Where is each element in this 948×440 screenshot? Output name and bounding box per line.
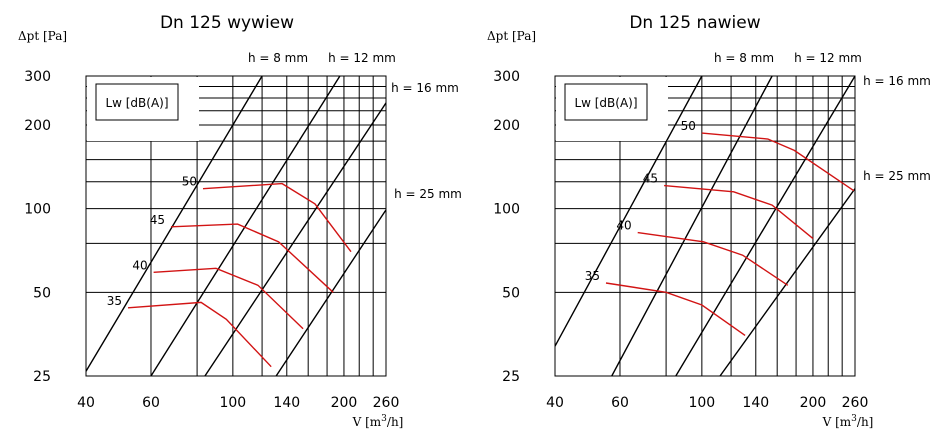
chart-wywiew: Lw [dB(A)] h = 8 mm h = 12 mm h = 16 mm h = … (18, 13, 462, 429)
y-tick-label: 100 (493, 202, 520, 218)
sound-series-label-50: 50 (182, 175, 197, 189)
damper-label-2: h = 12 mm (794, 51, 862, 65)
y-tick-label: 50 (33, 285, 51, 301)
damper-line-3 (675, 76, 855, 376)
damper-line-2 (150, 76, 341, 376)
x-tick-label: 60 (142, 395, 160, 411)
chart-title: Dn 125 nawiew (629, 13, 760, 33)
y-tick-label: 25 (502, 369, 520, 385)
x-tick-label: 100 (219, 395, 246, 411)
sound-series-40 (637, 231, 789, 286)
sound-series-label-35: 35 (585, 269, 600, 283)
damper-line-1 (555, 76, 703, 347)
sound-series-50 (202, 182, 352, 253)
sound-series-label-40: 40 (132, 258, 147, 272)
x-axis-label: V [m3/h] (352, 414, 404, 429)
damper-line-1 (86, 76, 263, 372)
y-tick-label: 25 (33, 369, 51, 385)
sound-series-40 (153, 267, 304, 330)
x-tick-label: 40 (77, 395, 95, 411)
damper-label-3: h = 16 mm (863, 74, 931, 88)
legend-box (564, 83, 648, 121)
y-tick-label: 200 (24, 118, 51, 134)
y-tick-label: 50 (502, 285, 520, 301)
damper-label-1: h = 8 mm (248, 51, 308, 65)
x-axis-label: V [m3/h] (822, 414, 874, 429)
sound-series-50 (701, 132, 855, 192)
x-tick-label: 100 (688, 395, 715, 411)
y-axis-label: Δpt [Pa] (487, 29, 536, 43)
y-tick-label: 300 (24, 69, 51, 85)
sound-series-35 (127, 301, 272, 368)
plot-frame (554, 75, 856, 377)
x-tick-label: 260 (373, 395, 400, 411)
x-tick-label: 260 (842, 395, 869, 411)
sound-series-label-40: 40 (616, 219, 631, 233)
sound-series-label-45: 45 (643, 172, 658, 186)
plot-frame (85, 75, 387, 377)
chart-title: Dn 125 wywiew (160, 13, 294, 33)
damper-line-3 (204, 102, 386, 376)
x-tick-label: 200 (331, 395, 358, 411)
chart-nawiew: Lw [dB(A)] h = 8 mm h = 12 mmh = 16 mm h = … (487, 13, 931, 429)
x-tick-label: 140 (273, 395, 300, 411)
x-tick-label: 200 (800, 395, 827, 411)
damper-label-4: h = 25 mm (394, 187, 462, 201)
damper-label-3: h = 16 mm (391, 81, 459, 95)
damper-line-4 (275, 209, 386, 376)
y-tick-label: 100 (24, 202, 51, 218)
x-tick-label: 140 (742, 395, 769, 411)
sound-series-45 (170, 223, 334, 293)
legend-box-label: Lw [dB(A)] (105, 96, 168, 110)
sound-series-45 (664, 184, 814, 240)
legend-box (95, 83, 179, 121)
damper-label-2: h = 12 mm (328, 51, 396, 65)
sound-series-label-35: 35 (107, 294, 122, 308)
legend-box-label: Lw [dB(A)] (574, 96, 637, 110)
y-axis-label: Δpt [Pa] (18, 29, 67, 43)
y-tick-label: 200 (493, 118, 520, 134)
damper-label-1: h = 8 mm (714, 51, 774, 65)
damper-label-4: h = 25 mm (863, 169, 931, 183)
damper-line-2 (611, 76, 773, 376)
damper-line-4 (719, 188, 855, 376)
x-tick-label: 40 (546, 395, 564, 411)
sound-series-label-50: 50 (681, 119, 696, 133)
sound-series-label-45: 45 (150, 213, 165, 227)
y-tick-label: 300 (493, 69, 520, 85)
x-tick-label: 60 (611, 395, 629, 411)
sound-series-35 (605, 282, 746, 336)
